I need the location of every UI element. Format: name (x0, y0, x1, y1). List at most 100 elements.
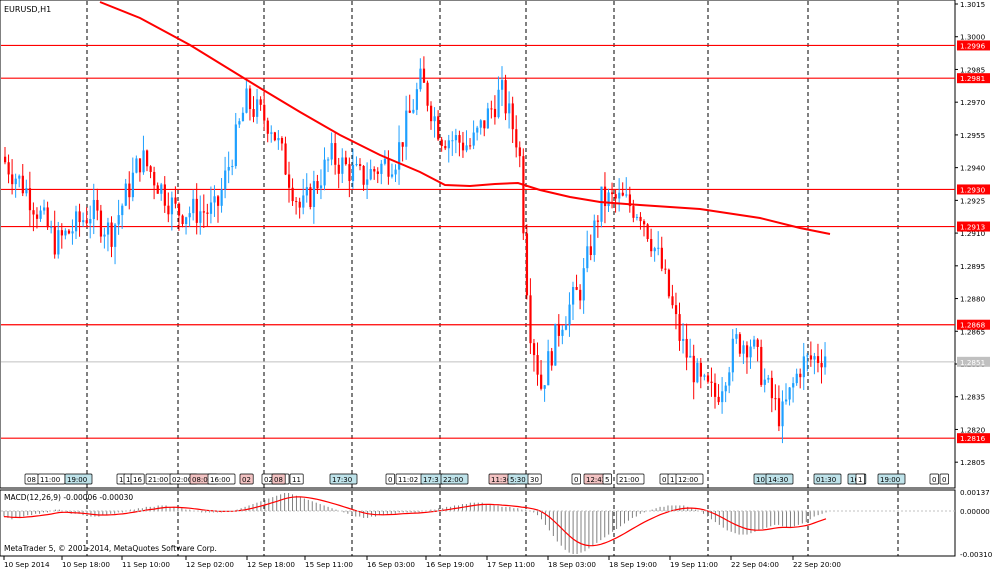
event-marker-5[interactable]: 16 (130, 473, 145, 485)
event-markers[interactable]: 0811:0019:00111621:0002:0008:0016:000202… (24, 473, 949, 485)
candle-54 (195, 183, 198, 235)
time-label-6: 16 Sep 03:00 (367, 560, 415, 569)
candle-90 (323, 147, 326, 191)
hline-label-2: 1.2930 (960, 185, 986, 194)
hline-label-bg-3 (957, 221, 990, 232)
event-marker-13[interactable]: 11 (289, 473, 304, 485)
candle-44 (160, 182, 163, 201)
candle-83 (298, 197, 301, 219)
candle-171 (611, 182, 614, 209)
candle-119 (426, 80, 429, 112)
event-marker-21[interactable]: 30 (527, 473, 542, 485)
candle-28 (103, 227, 106, 249)
candle-152 (543, 385, 546, 402)
event-marker-33[interactable]: 1 (855, 473, 865, 485)
event-marker-35[interactable]: 0 (929, 473, 939, 485)
candle-91 (327, 157, 330, 173)
candle-26 (96, 188, 99, 221)
candle-37 (135, 155, 138, 174)
event-marker-10[interactable]: 02 (239, 473, 254, 485)
event-marker-3[interactable]: 1 (116, 473, 126, 485)
time-label-4: 12 Sep 18:00 (247, 560, 295, 569)
candle-220 (785, 383, 788, 405)
event-marker-12[interactable]: 08 (271, 473, 286, 485)
candle-52 (188, 206, 191, 227)
candle-40 (146, 149, 149, 172)
event-marker-1[interactable]: 11:00 (37, 473, 66, 485)
event-marker-18[interactable]: 22:00 (440, 473, 469, 485)
event-marker-34[interactable]: 19:00 (877, 473, 906, 485)
candle-229 (816, 343, 820, 373)
candle-196 (699, 357, 702, 389)
candle-81 (291, 178, 294, 206)
event-marker-27[interactable]: 1 (667, 473, 677, 485)
candle-200 (714, 373, 717, 409)
event-marker-36[interactable]: 0 (939, 473, 949, 485)
price-panel[interactable] (0, 0, 956, 489)
price-tick-label-9: 1.2880 (960, 295, 986, 304)
svg-text:12:42: 12:42 (586, 476, 606, 484)
candle-9 (35, 207, 39, 229)
candle-231 (824, 342, 827, 375)
candle-48 (174, 186, 177, 209)
line-price-labels: 1.29961.29811.29301.29131.28681.28161.28… (957, 40, 990, 444)
event-marker-25[interactable]: 21:00 (616, 473, 645, 485)
candle-12 (46, 201, 49, 230)
hline-label-bg-4 (957, 319, 990, 330)
event-marker-17[interactable]: 17:3 (420, 473, 444, 485)
candle-94 (337, 157, 340, 189)
price-axis[interactable]: 1.3015 1.3000 1.2985 1.2970 1.2955 1.2940 1.29… (955, 0, 986, 467)
event-marker-15[interactable]: 0 (385, 473, 395, 485)
hline-label-bg-2 (957, 184, 990, 195)
candle-195 (696, 358, 699, 384)
candle-6 (25, 179, 28, 197)
candle-3 (14, 173, 17, 198)
candle-165 (589, 234, 592, 261)
event-marker-14[interactable]: 17:30 (329, 473, 358, 485)
event-marker-9[interactable]: 16:00 (207, 473, 236, 485)
svg-text:11: 11 (292, 476, 301, 484)
event-marker-16[interactable]: 11:02 (395, 473, 424, 485)
svg-text:02:00: 02:00 (172, 476, 192, 484)
candle-139 (497, 76, 500, 119)
event-marker-30[interactable]: 14:30 (765, 473, 794, 485)
candles (4, 56, 827, 444)
macd-tick-2: -0.00310 (960, 550, 993, 559)
candle-224 (799, 368, 802, 389)
event-marker-6[interactable]: 21:00 (145, 473, 174, 485)
time-axis[interactable]: 10 Sep 2014 10 Sep 18:00 11 Sep 10:00 12 Se… (3, 556, 841, 569)
candle-97 (348, 157, 351, 198)
candle-89 (319, 169, 323, 200)
candle-86 (309, 183, 312, 210)
event-marker-26[interactable]: 0 (659, 473, 669, 485)
candle-143 (511, 96, 514, 144)
svg-text:22:00: 22:00 (443, 476, 463, 484)
price-tick-label-0: 1.3015 (960, 0, 985, 9)
event-marker-24[interactable]: 5 (602, 473, 612, 485)
candle-181 (646, 223, 649, 242)
event-marker-2[interactable]: 19:00 (64, 473, 93, 485)
svg-text:11:00: 11:00 (40, 476, 60, 484)
candle-8 (32, 202, 35, 232)
candle-27 (99, 204, 103, 243)
candle-116 (415, 82, 418, 116)
candle-188 (671, 284, 674, 309)
candle-68 (245, 79, 248, 114)
candle-98 (351, 148, 355, 189)
candle-60 (217, 194, 220, 223)
event-marker-31[interactable]: 01:30 (813, 473, 842, 485)
candle-93 (334, 133, 337, 175)
candle-18 (67, 229, 71, 235)
event-marker-0[interactable]: 08 (24, 473, 39, 485)
candle-212 (756, 338, 759, 362)
event-marker-22[interactable]: 0 (571, 473, 581, 485)
candle-43 (156, 182, 159, 194)
event-marker-28[interactable]: 12:00 (675, 473, 704, 485)
macd-panel[interactable] (0, 489, 956, 557)
svg-text:16:00: 16:00 (210, 476, 230, 484)
time-label-8: 17 Sep 11:00 (487, 560, 535, 569)
svg-text:30: 30 (530, 476, 539, 484)
event-marker-20[interactable]: 5:30 (507, 473, 531, 485)
